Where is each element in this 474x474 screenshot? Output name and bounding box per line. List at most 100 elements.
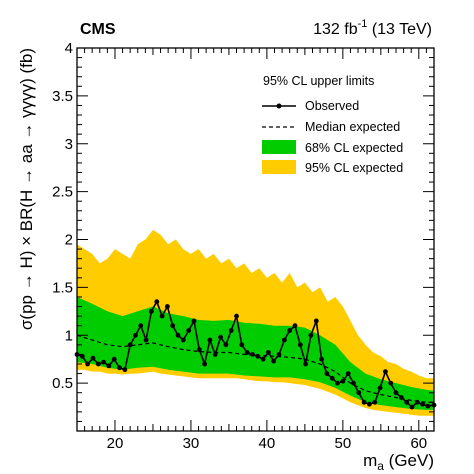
observed-point [207, 337, 213, 343]
observed-points [74, 299, 437, 410]
observed-point [175, 332, 181, 338]
x-axis-title: ma (GeV) [363, 451, 434, 473]
lumi-exponent: -1 [358, 18, 368, 30]
observed-point [303, 361, 308, 367]
observed-point [79, 353, 85, 359]
y-axis-title: σ(pp → H) × BR(H → aa → γγγγ) (fb) [17, 48, 36, 330]
axis-tick-labels: 20 30 40 50 60 0.5 1 1.5 2 2.5 3 3.5 4 [52, 40, 427, 452]
x-axis-title-sub: a [377, 459, 384, 473]
y-tick-label: 1 [65, 327, 73, 344]
x-tick-label: 40 [259, 435, 276, 452]
observed-point [367, 401, 372, 407]
legend-68-swatch [262, 140, 296, 154]
observed-point [149, 308, 154, 314]
observed-point [138, 323, 144, 329]
lumi-value: 132 fb [313, 21, 358, 38]
observed-point [383, 369, 388, 374]
y-tick-label: 0.5 [52, 375, 73, 392]
y-tick-label: 2 [65, 232, 73, 249]
observed-point [212, 352, 218, 357]
observed-point [202, 361, 208, 367]
observed-point [398, 395, 404, 400]
observed-point [276, 352, 282, 357]
observed-point [223, 342, 229, 348]
observed-point [420, 401, 425, 407]
observed-point [356, 390, 362, 396]
observed-point [143, 337, 149, 343]
observed-point [159, 313, 165, 319]
observed-point [154, 299, 160, 305]
y-tick-label: 1.5 [52, 279, 73, 296]
legend-95-swatch [262, 160, 296, 174]
observed-point [409, 404, 415, 410]
observed-point [361, 399, 367, 405]
observed-point [106, 363, 112, 369]
legend-entry-68: 68% CL expected [305, 141, 403, 155]
y-tick-label: 3.5 [52, 88, 73, 105]
observed-point [393, 390, 399, 396]
observed-point [170, 323, 176, 329]
observed-point [345, 371, 351, 376]
axis-ticks [76, 47, 435, 432]
observed-point [255, 353, 261, 359]
observed-point [340, 378, 346, 384]
observed-point [425, 403, 431, 409]
x-tick-label: 20 [107, 435, 124, 452]
observed-point [377, 385, 383, 391]
observed-point [329, 375, 335, 381]
observed-point [266, 350, 271, 355]
plot-area [74, 229, 437, 416]
observed-point [101, 359, 106, 365]
observed-point [404, 399, 410, 405]
x-axis-title-main: m [363, 451, 377, 470]
observed-point [271, 358, 277, 364]
observed-point [250, 352, 255, 357]
x-tick-label: 50 [335, 435, 352, 452]
legend-entry-observed: Observed [305, 99, 359, 113]
observed-point [165, 304, 170, 309]
observed-point [313, 318, 319, 324]
observed-point [180, 337, 186, 343]
observed-point [127, 342, 133, 348]
observed-point [244, 350, 250, 355]
observed-point [324, 371, 330, 376]
lumi-energy: (13 TeV) [367, 21, 432, 38]
observed-point [308, 332, 314, 338]
observed-point [234, 313, 239, 319]
observed-point [90, 355, 96, 361]
observed-point [351, 380, 356, 386]
observed-point [319, 356, 324, 362]
legend-entry-expected: Median expected [305, 120, 400, 134]
observed-point [335, 380, 340, 386]
observed-point [239, 342, 245, 348]
observed-point [117, 365, 122, 371]
observed-point [282, 337, 287, 343]
observed-point [122, 367, 128, 373]
legend-title: 95% CL upper limits [263, 74, 374, 88]
y-tick-label: 2.5 [52, 184, 73, 201]
observed-point [228, 328, 234, 333]
x-axis-title-unit: (GeV) [384, 451, 434, 470]
y-tick-label: 3 [65, 136, 73, 153]
legend-entry-95: 95% CL expected [305, 161, 403, 175]
x-tick-label: 30 [183, 435, 200, 452]
legend-observed-marker [276, 103, 282, 109]
observed-point [292, 323, 298, 329]
observed-point [111, 356, 117, 362]
y-tick-label: 4 [65, 40, 73, 57]
legend: 95% CL upper limits Observed Median expe… [262, 74, 403, 175]
observed-point [260, 356, 266, 362]
observed-point [414, 399, 420, 405]
observed-point [186, 328, 192, 333]
observed-point [297, 342, 303, 348]
cms-label: CMS [80, 21, 116, 38]
observed-point [95, 361, 101, 367]
observed-point [196, 347, 202, 352]
observed-point [133, 332, 138, 338]
observed-point [218, 334, 224, 340]
observed-point [85, 361, 90, 367]
observed-point [191, 318, 197, 324]
observed-point [372, 399, 378, 405]
lumi-label: 132 fb-1 (13 TeV) [313, 18, 432, 38]
